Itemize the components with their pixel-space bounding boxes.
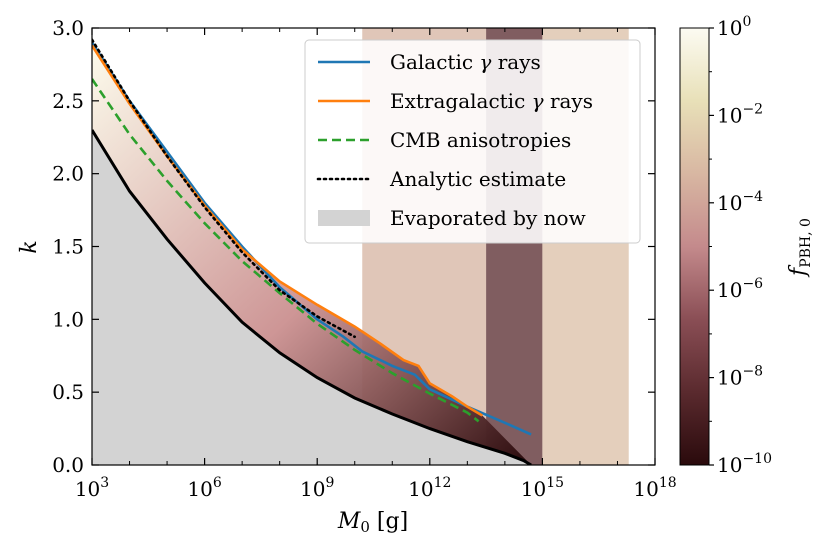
- y-tick-label-5: 2.5: [52, 89, 84, 113]
- x-axis-ticks: 103 106 109 1012 1015 1018: [75, 28, 677, 501]
- y-tick-label-1: 0.5: [52, 380, 84, 404]
- allowed-region: [92, 45, 532, 465]
- y-tick-label-6: 3.0: [52, 16, 84, 40]
- colorbar-tick-label-5: 10−10: [717, 451, 772, 477]
- legend-label-analytic-estimate: Analytic estimate: [389, 167, 566, 191]
- x-tick-label-5: 1018: [633, 475, 676, 501]
- x-tick-label-2: 109: [300, 475, 334, 501]
- x-tick-label-3: 1012: [408, 475, 451, 501]
- colorbar-tick-label-0: 100: [717, 14, 751, 40]
- y-tick-label-3: 1.5: [52, 235, 84, 259]
- colorbar-ticks: 100 10−2 10−4 10−6 10−8 10−10: [709, 14, 772, 477]
- legend-swatch-evaporated-by-now: [318, 210, 370, 226]
- legend-box: [304, 39, 641, 244]
- evaporated-region: [92, 130, 532, 465]
- y-tick-label-4: 2.0: [52, 162, 84, 186]
- y-tick-label-2: 1.0: [52, 307, 84, 331]
- legend: Galactic γ rays Extragalactic γ rays CMB a…: [304, 39, 641, 244]
- allowed-region-shading: [92, 45, 532, 465]
- series-line-analytic-estimate: [92, 38, 356, 339]
- legend-label-cmb-anisotropies: CMB anisotropies: [390, 128, 571, 152]
- colorbar-tick-label-3: 10−6: [717, 276, 763, 302]
- x-axis-label: M0 [g]: [337, 509, 408, 536]
- series-lines: [92, 38, 532, 465]
- legend-label-extragalactic-rays: Extragalactic γ rays: [390, 89, 593, 113]
- x-tick-label-4: 1015: [521, 475, 564, 501]
- colorbar-tick-label-2: 10−4: [717, 189, 763, 215]
- legend-label-evaporated-by-now: Evaporated by now: [390, 206, 586, 230]
- colorbar-tick-label-4: 10−8: [717, 364, 763, 390]
- legend-label-galactic-rays: Galactic γ rays: [390, 50, 541, 74]
- y-axis-ticks: 0.0 0.5 1.0 1.5 2.0 2.5 3.0: [52, 16, 655, 477]
- series-line-cmb-anisotropies: [92, 78, 480, 423]
- legend-items: Galactic γ rays Extragalactic γ rays CMB a…: [316, 50, 593, 230]
- y-axis-label: k: [17, 240, 42, 253]
- colorbar: 100 10−2 10−4 10−6 10−8 10−10 fPBH, 0: [679, 14, 814, 477]
- series-line-galactic-rays: [92, 41, 532, 436]
- colorbar-tick-label-1: 10−2: [717, 101, 763, 127]
- evaporation-boundary-line: [92, 129, 532, 465]
- series-line-extragalactic-rays: [92, 44, 483, 417]
- colorbar-label: fPBH, 0: [786, 218, 814, 278]
- x-tick-label-0: 103: [75, 475, 109, 501]
- x-tick-label-1: 106: [187, 475, 221, 501]
- y-tick-label-0: 0.0: [52, 453, 84, 477]
- colorbar-bar: [679, 27, 710, 466]
